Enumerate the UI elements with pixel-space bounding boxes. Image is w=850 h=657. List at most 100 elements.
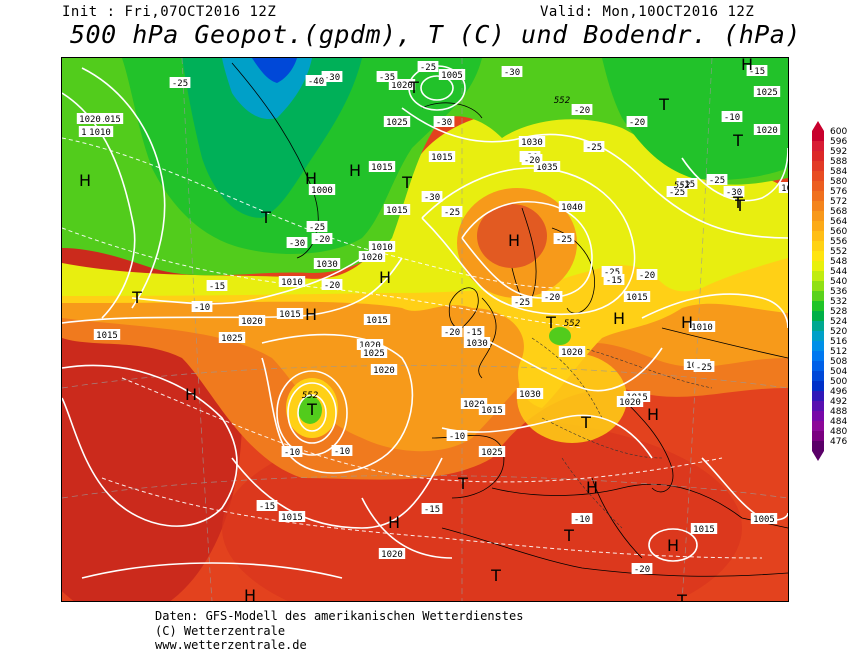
svg-text:-15: -15 [259, 502, 275, 512]
legend-swatch [812, 431, 824, 441]
svg-text:-20: -20 [544, 293, 560, 303]
svg-text:1020: 1020 [373, 366, 395, 376]
pressure-label: 1020 [388, 79, 416, 91]
svg-text:1010: 1010 [691, 323, 713, 333]
legend-value: 488 [830, 407, 848, 417]
svg-text:-25: -25 [556, 235, 572, 245]
legend-swatch [812, 141, 824, 151]
legend-swatch [812, 271, 824, 281]
svg-text:1015: 1015 [366, 316, 388, 326]
pressure-label: 1020 [753, 124, 781, 136]
svg-text:-15: -15 [679, 180, 695, 190]
temperature-label: -25 [553, 233, 575, 245]
legend-value: 600 [830, 127, 848, 137]
pressure-label: 1005 [750, 513, 778, 525]
svg-text:1030: 1030 [521, 138, 543, 148]
low-pressure-marker: T [457, 474, 468, 493]
svg-text:1010: 1010 [89, 128, 111, 138]
pressure-label: 1015 [368, 161, 396, 173]
low-pressure-marker: T [545, 313, 556, 332]
svg-text:-10: -10 [449, 432, 465, 442]
weather-map: 1015102010251030103510401005101010001015… [61, 57, 789, 602]
svg-text:1015: 1015 [99, 115, 121, 125]
pressure-label: 1010 [688, 321, 716, 333]
legend-swatch [812, 441, 824, 451]
svg-text:1015: 1015 [371, 163, 393, 173]
svg-text:1035: 1035 [536, 163, 558, 173]
pressure-label: 1020 [378, 548, 406, 560]
legend-swatch [812, 361, 824, 371]
svg-text:1005: 1005 [753, 515, 775, 525]
legend-swatch [812, 211, 824, 221]
footer-credits: Daten: GFS-Modell des amerikanischen Wet… [155, 609, 523, 653]
svg-text:1015: 1015 [386, 206, 408, 216]
low-pressure-marker: T [563, 526, 574, 545]
svg-text:-25: -25 [709, 176, 725, 186]
svg-text:-40: -40 [308, 77, 324, 87]
legend-value: 576 [830, 187, 848, 197]
legend-swatch [812, 201, 824, 211]
temperature-label: -35 [376, 71, 398, 83]
cold-core-cyan [222, 58, 312, 119]
cold-core-blue [252, 58, 297, 83]
pressure-label: 1020 [356, 339, 384, 351]
legend-value: 476 [830, 437, 848, 447]
high-pressure-marker: H [305, 305, 317, 324]
legend-swatch [812, 371, 824, 381]
high-pressure-marker: H [349, 161, 361, 180]
svg-text:1020: 1020 [361, 253, 383, 263]
scandi-ridge-core [477, 204, 547, 268]
svg-text:1015: 1015 [481, 406, 503, 416]
geopotential-label: 552 [564, 319, 580, 329]
pressure-label: 1030 [778, 182, 788, 194]
temperature-label: -20 [631, 563, 653, 575]
legend-value: 484 [830, 417, 848, 427]
svg-text:1020: 1020 [463, 400, 485, 410]
pressure-label: 1030 [463, 337, 491, 349]
temperature-label: -25 [441, 206, 463, 218]
temperature-label: -25 [417, 61, 439, 73]
map-canvas: 1015102010251030103510401005101010001015… [62, 58, 788, 601]
pressure-label: 1030 [518, 136, 546, 148]
high-pressure-marker: H [681, 313, 693, 332]
svg-text:-25: -25 [172, 79, 188, 89]
legend-value: 556 [830, 237, 848, 247]
pressure-label: 1015 [96, 113, 124, 125]
graticule [62, 58, 788, 601]
pressure-label: 1025 [478, 446, 506, 458]
svg-text:-20: -20 [574, 106, 590, 116]
valid-time: Valid: Mon,10OCT2016 12Z [540, 4, 755, 20]
svg-text:-25: -25 [514, 298, 530, 308]
temperature-label: -40 [305, 75, 327, 87]
temperature-label: -15 [603, 274, 625, 286]
pressure-label: 1015 [363, 314, 391, 326]
high-pressure-marker: H [508, 231, 520, 250]
temperature-label: -10 [191, 301, 213, 313]
geopotential-label: 552 [674, 181, 690, 191]
high-pressure-marker: H [305, 169, 317, 188]
svg-text:-15: -15 [424, 505, 440, 515]
svg-text:1030: 1030 [466, 339, 488, 349]
low-pressure-marker: T [732, 193, 743, 212]
svg-text:1005: 1005 [441, 71, 463, 81]
pressure-label: 1015 [690, 523, 718, 535]
legend-swatch [812, 411, 824, 421]
legend-swatch [812, 291, 824, 301]
legend-value: 480 [830, 427, 848, 437]
legend-value: 544 [830, 267, 848, 277]
temperature-label: -20 [311, 233, 333, 245]
legend-swatch [812, 421, 824, 431]
legend-value: 584 [830, 167, 848, 177]
low-pressure-marker: T [260, 208, 271, 227]
pressure-label: 1035 [533, 161, 561, 173]
svg-text:1015: 1015 [431, 153, 453, 163]
pressure-label: 1010 [368, 241, 396, 253]
svg-text:-20: -20 [324, 281, 340, 291]
svg-text:1030: 1030 [781, 184, 788, 194]
temperature-label: -20 [541, 291, 563, 303]
pressure-label: 1010 [86, 126, 114, 138]
pressure-label: 1025 [383, 116, 411, 128]
temperature-label: -15 [676, 178, 698, 190]
high-pressure-marker: H [79, 171, 91, 190]
svg-text:-15: -15 [606, 276, 622, 286]
